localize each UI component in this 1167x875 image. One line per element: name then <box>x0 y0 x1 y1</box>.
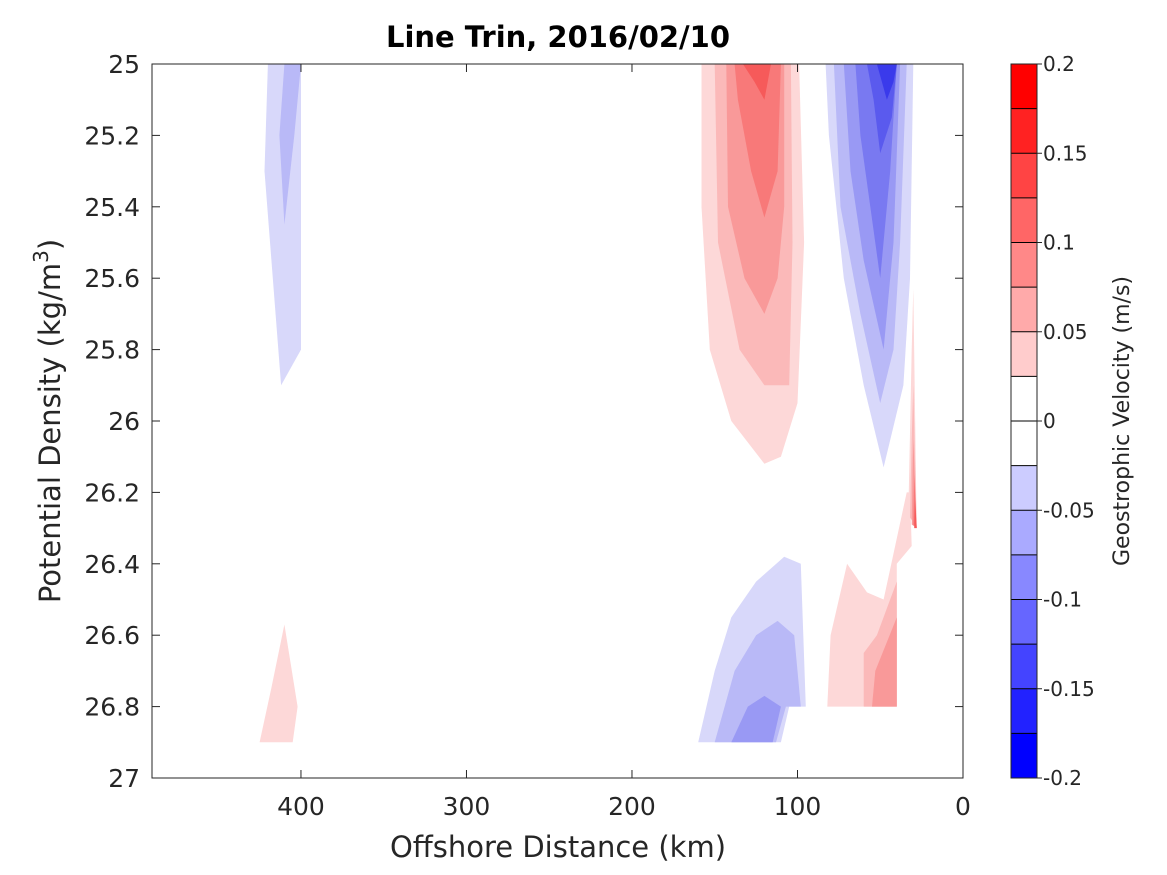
colorbar-tick-label: 0.2 <box>1043 52 1075 76</box>
colorbar-tick-label: 0.15 <box>1043 141 1088 165</box>
colorbar-swatch <box>1011 108 1037 154</box>
y-tick-label: 25.6 <box>84 264 140 293</box>
colorbar-swatch <box>1011 287 1037 333</box>
x-tick-label: 0 <box>955 792 971 821</box>
contour-region <box>914 499 917 529</box>
colorbar-tick-label: 0.1 <box>1043 231 1075 255</box>
x-tick-label: 100 <box>774 792 822 821</box>
x-tick-label: 400 <box>277 792 325 821</box>
colorbar-swatch <box>1011 421 1037 467</box>
colorbar-swatch <box>1011 554 1037 600</box>
colorbar-swatch <box>1011 465 1037 511</box>
y-tick-label: 26.6 <box>84 621 140 650</box>
colorbar-label: Geostrophic Velocity (m/s) <box>1110 276 1135 566</box>
colorbar-tick-label: -0.05 <box>1043 498 1095 522</box>
y-axis-label-end: ) <box>33 239 67 250</box>
colorbar-tick-label: -0.1 <box>1043 588 1082 612</box>
colorbar-swatch <box>1011 331 1037 377</box>
colorbar-swatch <box>1011 688 1037 734</box>
y-tick-label: 26 <box>108 407 140 436</box>
contour-regions <box>259 64 917 743</box>
colorbar-swatch <box>1011 733 1037 779</box>
colorbar-swatch <box>1011 64 1037 110</box>
colorbar-swatch <box>1011 197 1037 243</box>
x-axis-label: Offshore Distance (km) <box>390 830 726 864</box>
x-tick-label: 300 <box>443 792 491 821</box>
y-tick-label: 26.4 <box>84 550 140 579</box>
x-axis-ticks: 400 300 200 100 0 <box>277 64 971 821</box>
y-tick-label: 25.2 <box>84 121 140 150</box>
chart-title: Line Trin, 2016/02/10 <box>386 20 730 54</box>
y-tick-label: 27 <box>108 764 140 793</box>
y-axis-label-main: Potential Density (kg/m <box>33 263 67 603</box>
colorbar-swatch <box>1011 242 1037 288</box>
y-tick-label: 25 <box>108 50 140 79</box>
y-axis-label-superscript: 3 <box>29 250 53 263</box>
colorbar-tick-label: -0.2 <box>1043 766 1082 790</box>
colorbar-swatch <box>1011 644 1037 690</box>
colorbar-tick-label: 0.05 <box>1043 320 1088 344</box>
y-tick-label: 25.8 <box>84 336 140 365</box>
y-axis-ticks: 25 25.2 25.4 25.6 25.8 26 26.2 26.4 26.6 26.8 27 <box>84 50 963 793</box>
colorbar-swatch <box>1011 510 1037 556</box>
colorbar-ticks: 0.2 0.15 0.1 0.05 0 -0.05 -0.1 -0.15 -0.2 <box>1037 52 1095 790</box>
colorbar-swatch <box>1011 153 1037 199</box>
contour-region <box>876 64 897 100</box>
contour-region <box>731 695 781 743</box>
contour-region <box>279 64 301 225</box>
colorbar <box>1010 63 1038 779</box>
colorbar-swatch <box>1011 599 1037 645</box>
contour-region <box>742 64 771 100</box>
x-tick-label: 200 <box>608 792 656 821</box>
colorbar-swatch <box>1011 376 1037 422</box>
contour-region <box>734 64 781 218</box>
contour-region <box>259 624 298 743</box>
colorbar-tick-label: -0.15 <box>1043 677 1095 701</box>
y-tick-label: 26.8 <box>84 693 140 722</box>
y-tick-label: 26.2 <box>84 478 140 507</box>
colorbar-tick-label: 0 <box>1043 409 1056 433</box>
contour-region <box>872 617 897 707</box>
y-axis-label: Potential Density (kg/m3) <box>29 239 67 603</box>
y-tick-label: 25.4 <box>84 193 140 222</box>
